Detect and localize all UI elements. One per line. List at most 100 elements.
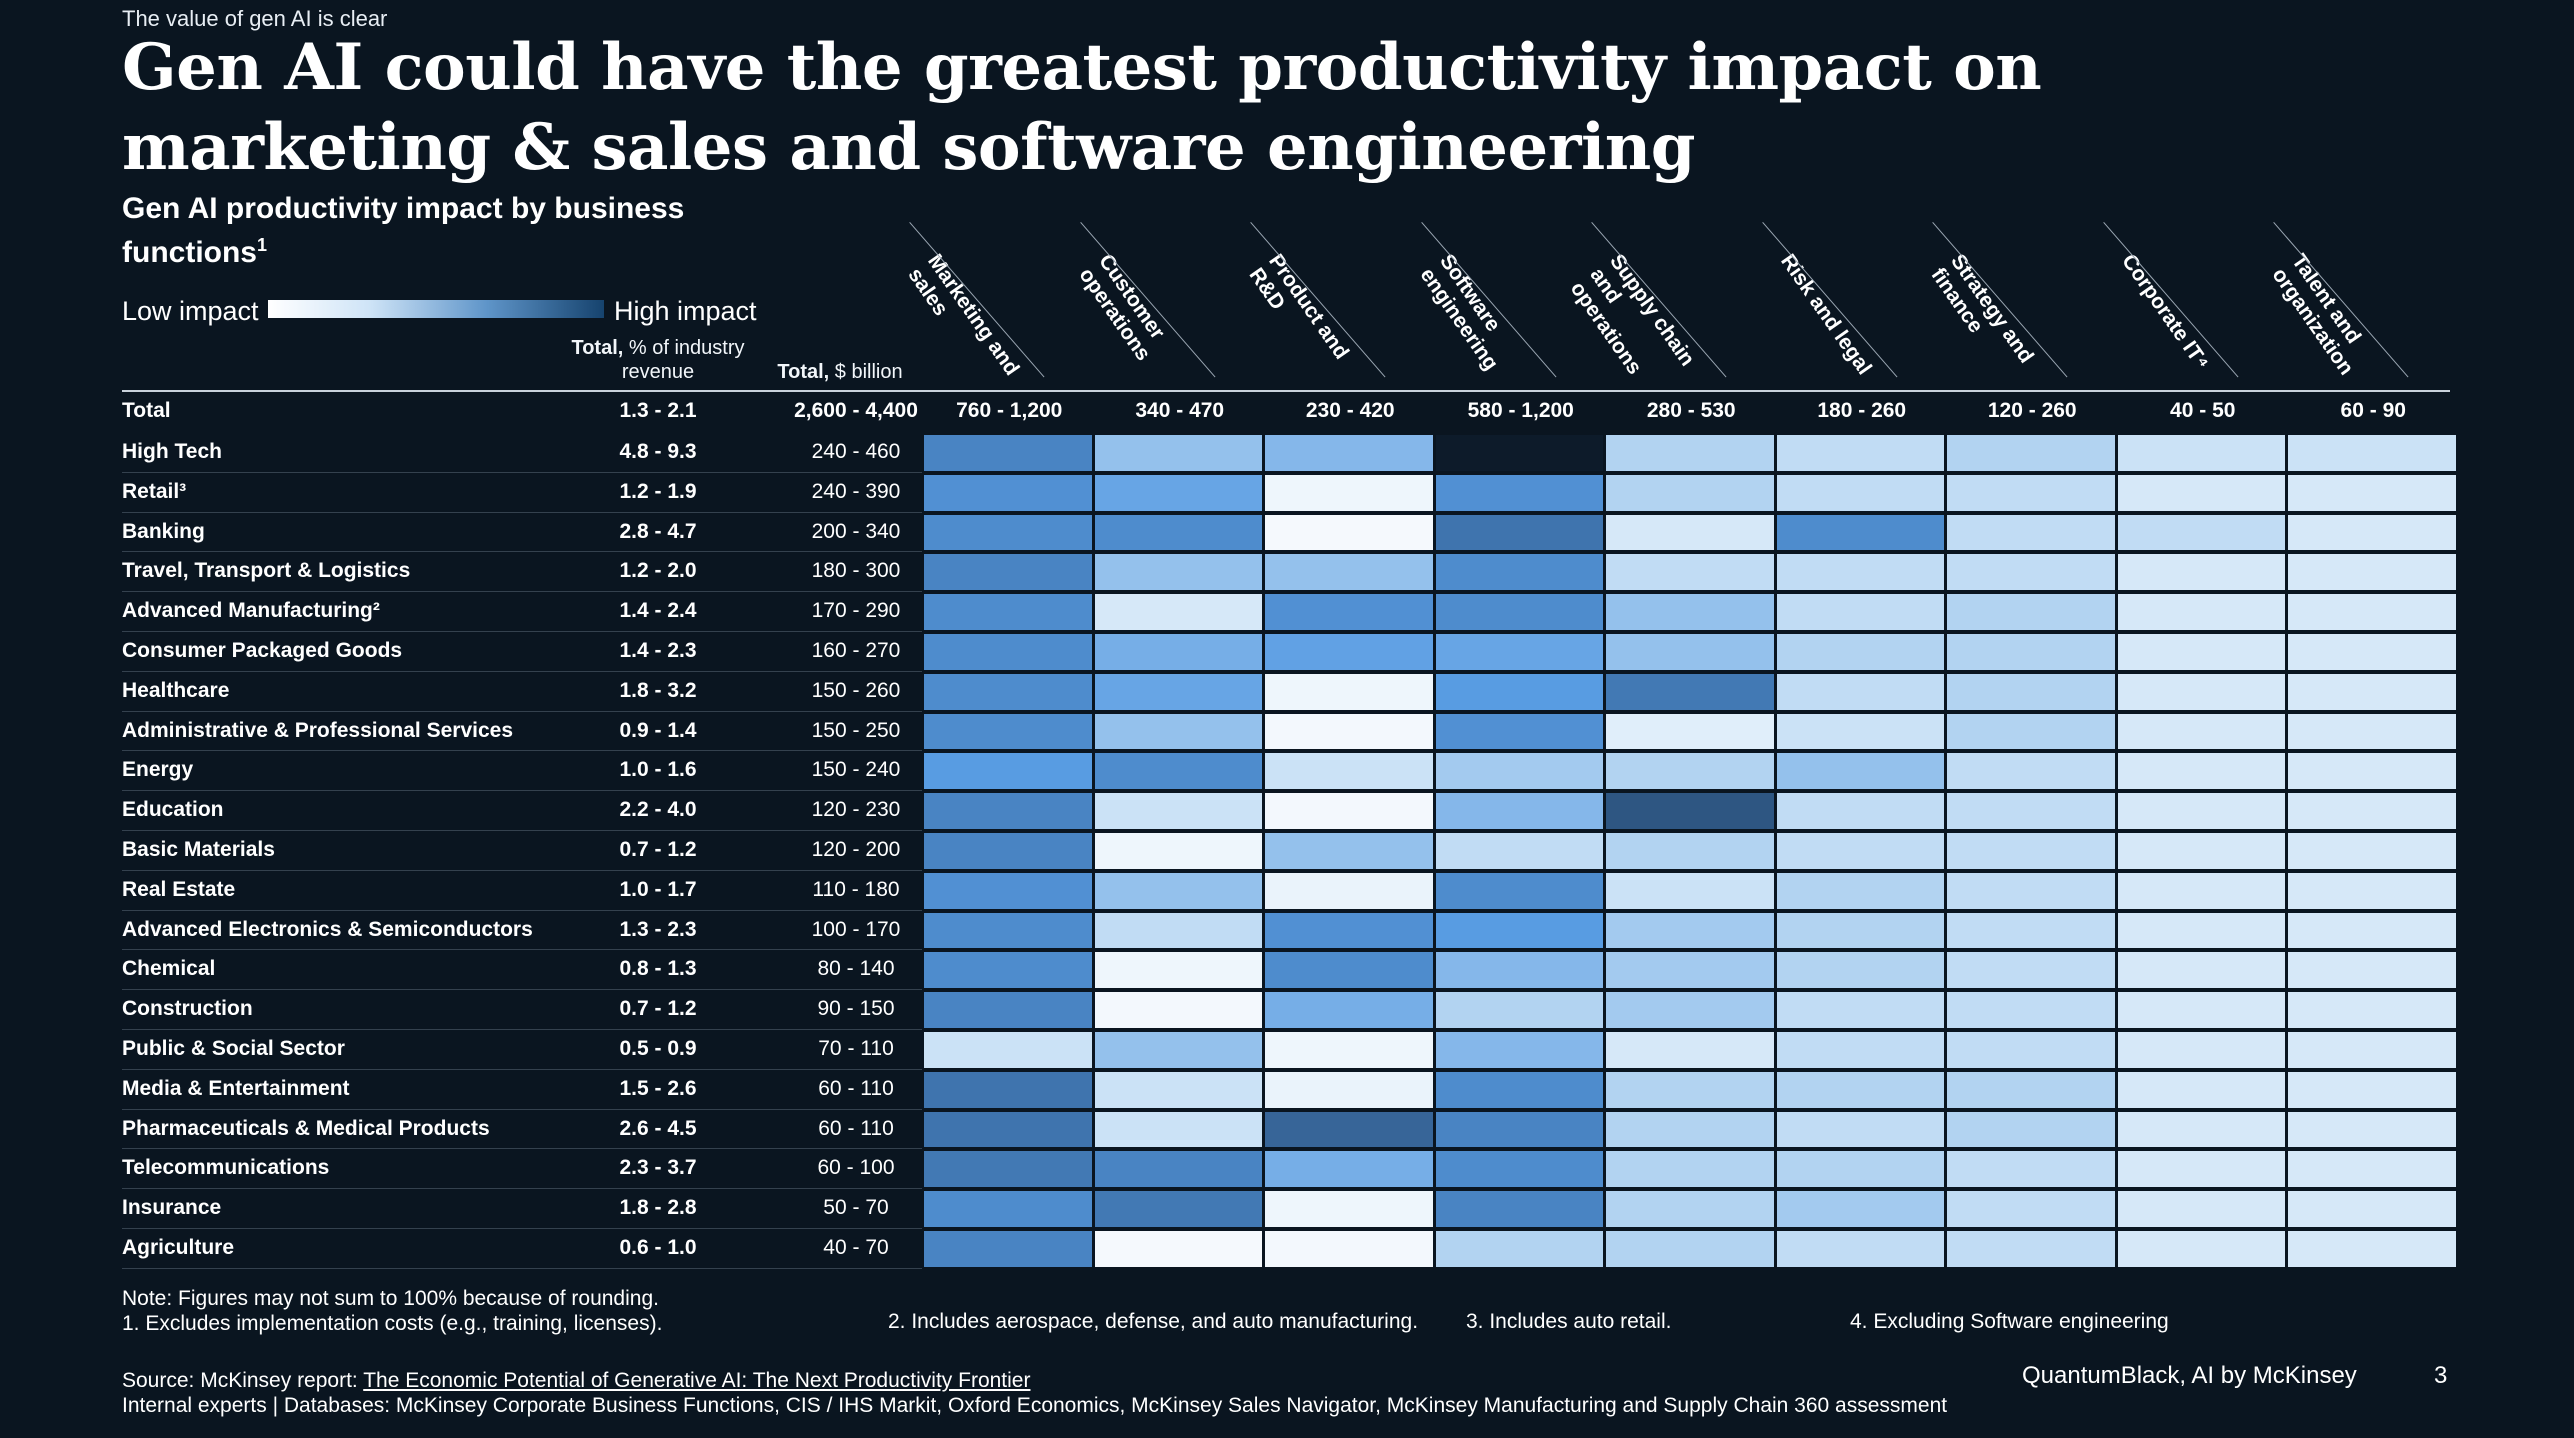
heatmap-cell (1094, 1071, 1262, 1108)
source-databases: Internal experts | Databases: McKinsey C… (122, 1394, 1948, 1417)
heatmap-cell (2288, 1151, 2456, 1188)
heatmap-cell (1094, 833, 1262, 869)
heatmap-cell (1435, 673, 1603, 710)
heatmap-cell (1265, 1111, 1433, 1148)
function-total: 230 - 420 (1305, 399, 1395, 422)
heatmap-cell (924, 1071, 1092, 1108)
heatmap-cell (1265, 673, 1433, 710)
heatmap-cell (2288, 1032, 2456, 1068)
function-label: Product and R&D (1244, 250, 1354, 364)
industry-billion: 60 - 110 (818, 1116, 894, 1140)
row-divider (122, 1148, 922, 1150)
heatmap-cell (2117, 1111, 2285, 1148)
heatmap-cell (1265, 912, 1433, 949)
heatmap-cell (2117, 435, 2285, 471)
industry-name: Consumer Packaged Goods (122, 639, 403, 662)
industry-revenue: 0.9 - 1.4 (619, 718, 697, 742)
industry-name: High Tech (122, 440, 222, 463)
heatmap-cell (1947, 992, 2115, 1028)
header-total-billion: Total, $ billion (760, 360, 920, 384)
heatmap-cell (2288, 594, 2456, 630)
heatmap-cell (924, 1111, 1092, 1148)
heatmap-cell (2117, 833, 2285, 869)
heatmap-cell (2117, 554, 2285, 591)
heatmap-cell (1606, 634, 1774, 670)
heatmap-cell (1094, 872, 1262, 909)
industry-name: Agriculture (122, 1236, 235, 1259)
footnote-2: 2. Includes aerospace, defense, and auto… (888, 1310, 1419, 1333)
heatmap-cell (1094, 713, 1262, 750)
heatmap-cell (1094, 1231, 1262, 1267)
column-divider-line (2273, 222, 2409, 378)
heatmap-cell (1435, 952, 1603, 989)
heatmap-cell (1265, 1231, 1433, 1267)
industry-revenue: 1.8 - 3.2 (619, 678, 697, 702)
heatmap-cell (1435, 1111, 1603, 1148)
function-total: 40 - 50 (2170, 399, 2236, 422)
heatmap-cell (1094, 594, 1262, 630)
heatmap-cell (924, 1032, 1092, 1068)
industry-name: Insurance (122, 1196, 222, 1220)
function-label: Risk and legal (1775, 250, 1876, 379)
industry-name: Advanced Manufacturing² (122, 599, 380, 623)
heatmap-cell (2117, 952, 2285, 989)
industry-name: Retail³ (122, 479, 187, 503)
heatmap-cell (1094, 435, 1262, 471)
heatmap-cell (2117, 634, 2285, 670)
heatmap-cell (924, 912, 1092, 949)
function-total: 760 - 1,200 (956, 399, 1063, 422)
header-total-revenue-text: % of industry revenue (621, 337, 745, 383)
industry-revenue: 0.6 - 1.0 (619, 1236, 697, 1259)
heatmap-cell (2288, 673, 2456, 710)
heatmap-cell (1606, 554, 1774, 591)
industry-revenue: 1.3 - 2.3 (619, 917, 697, 941)
heatmap-cell (1947, 1151, 2115, 1188)
heatmap-cell (924, 793, 1092, 829)
kicker: The value of gen AI is clear (122, 6, 388, 31)
row-divider (122, 989, 922, 991)
heatmap-cell (1606, 474, 1774, 511)
row-divider (122, 1108, 922, 1110)
industry-name: Pharmaceuticals & Medical Products (122, 1116, 490, 1140)
source-link[interactable]: The Economic Potential of Generative AI:… (363, 1369, 1031, 1392)
heatmap-cell (1094, 753, 1262, 790)
industry-revenue: 1.0 - 1.6 (619, 758, 697, 782)
heatmap-cell (1776, 833, 1944, 869)
heatmap-cell (1435, 992, 1603, 1028)
heatmap-cell (1776, 1032, 1944, 1068)
source-prefix: Source: McKinsey report: (122, 1369, 364, 1392)
heatmap-cell (2117, 1071, 2285, 1108)
industry-revenue: 1.2 - 2.0 (619, 559, 697, 583)
heatmap-cell (1947, 554, 2115, 591)
heatmap-cell (1094, 992, 1262, 1028)
heatmap-cell (1947, 713, 2115, 750)
heatmap-cell (1265, 753, 1433, 790)
industry-revenue: 1.4 - 2.3 (619, 639, 697, 662)
heatmap-cell (1265, 554, 1433, 591)
heatmap-cell (2117, 1032, 2285, 1068)
heatmap-cell (1776, 992, 1944, 1028)
column-divider-line (1420, 222, 1556, 378)
heatmap-cell (1947, 673, 2115, 710)
headline: Gen AI could have the greatest productiv… (122, 30, 2042, 185)
row-divider (122, 591, 922, 593)
function-label: Software engineering (1414, 250, 1505, 375)
row-divider (122, 790, 922, 792)
heatmap-cell (2117, 992, 2285, 1028)
heatmap-cell (1435, 1151, 1603, 1188)
industry-billion: 120 - 200 (811, 838, 901, 861)
total-label: Total (122, 399, 171, 422)
footnote-3: 3. Includes auto retail. (1466, 1310, 1672, 1333)
heatmap-cell (1265, 952, 1433, 989)
heatmap-cell (1947, 1191, 2115, 1227)
heatmap-cell (924, 594, 1092, 630)
industry-billion: 70 - 110 (818, 1037, 894, 1060)
heatmap-cell (2117, 872, 2285, 909)
industry-revenue: 1.8 - 2.8 (619, 1196, 697, 1220)
industry-billion: 50 - 70 (823, 1196, 889, 1220)
row-divider (122, 1068, 922, 1070)
total-revenue: 1.3 - 2.1 (619, 399, 697, 422)
heatmap-cell (924, 673, 1092, 710)
legend-low-label: Low impact (122, 296, 259, 326)
heatmap-cell (1776, 673, 1944, 710)
